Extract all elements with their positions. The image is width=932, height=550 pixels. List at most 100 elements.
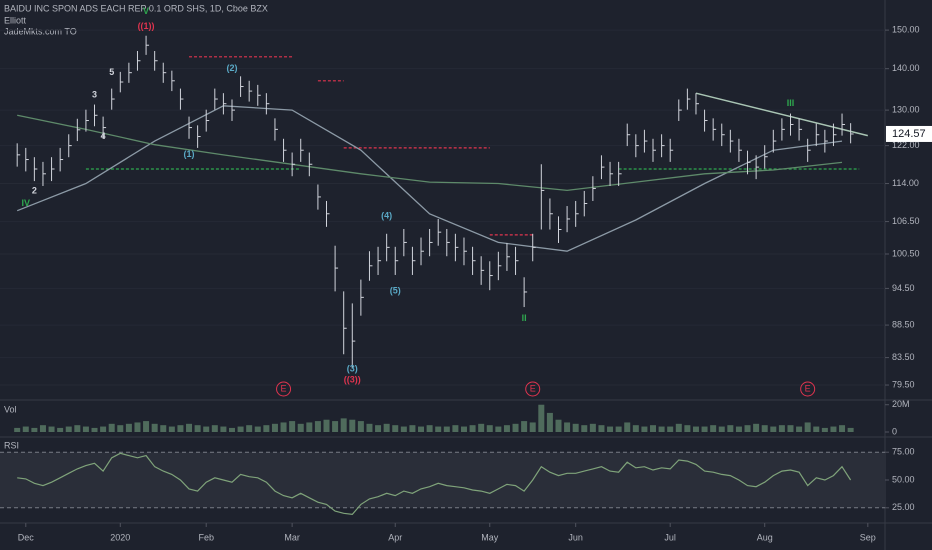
rsi-line	[17, 452, 852, 516]
earnings-label: E	[281, 383, 287, 393]
volume-bar	[589, 423, 596, 432]
volume-bar	[246, 425, 253, 432]
volume-bar	[151, 423, 158, 432]
volume-bar	[735, 426, 742, 432]
volume-bar	[692, 426, 699, 432]
x-tick-label: Sep	[860, 532, 876, 542]
volume-bar	[271, 423, 278, 432]
volume-bar	[400, 426, 407, 432]
last-price-box	[886, 125, 932, 142]
volume-bar	[675, 423, 682, 432]
volume-bar	[254, 426, 261, 432]
y-tick-label: 114.00	[892, 178, 919, 188]
x-tick-label: 2020	[110, 532, 130, 542]
earnings-label: E	[805, 383, 811, 393]
volume-bar	[409, 425, 416, 432]
moving-average	[17, 114, 843, 192]
volume-bar	[804, 422, 811, 432]
y-tick-label: 75.00	[892, 447, 915, 457]
volume-bar	[134, 422, 141, 432]
volume-bar	[512, 423, 519, 432]
volume-bar	[787, 425, 794, 432]
wave-label: (1)	[184, 149, 195, 159]
rsi-band	[0, 452, 885, 508]
wave-label: 5	[109, 67, 114, 77]
volume-bar	[14, 427, 21, 432]
volume-bar	[31, 427, 38, 432]
y-tick-label: 130.00	[892, 104, 920, 114]
volume-bar	[48, 426, 55, 432]
volume-bar	[435, 426, 442, 432]
y-tick-label: 50.00	[892, 474, 915, 484]
volume-bar	[194, 425, 201, 432]
volume-bar	[821, 427, 828, 432]
volume-bar	[383, 423, 390, 432]
volume-bar	[297, 423, 304, 432]
volume-bar	[452, 425, 459, 432]
volume-bar	[143, 421, 150, 432]
volume-bar	[632, 425, 639, 432]
volume-bar	[495, 426, 502, 432]
volume-bar	[744, 425, 751, 432]
volume-bar	[332, 421, 339, 432]
volume-bar	[100, 426, 107, 432]
wave-label: (4)	[381, 211, 392, 221]
volume-bar	[658, 426, 665, 432]
volume-bar	[220, 426, 227, 432]
volume-bar	[847, 427, 854, 432]
x-tick-label: May	[481, 532, 499, 542]
wave-label: 2	[32, 185, 37, 195]
volume-bar	[426, 425, 433, 432]
volume-bar	[392, 425, 399, 432]
volume-bar	[546, 412, 553, 432]
volume-bar	[770, 426, 777, 432]
volume-bar	[117, 425, 124, 432]
volume-bar	[727, 425, 734, 432]
volume-bar	[761, 425, 768, 432]
volume-bar	[538, 404, 545, 432]
volume-bar	[91, 427, 98, 432]
volume-bar	[813, 426, 820, 432]
volume-bar	[796, 426, 803, 432]
volume-bar	[650, 425, 657, 432]
volume-bar	[529, 422, 536, 432]
volume-bar	[486, 425, 493, 432]
volume-bar	[74, 425, 81, 432]
x-tick-label: Jun	[568, 532, 583, 542]
wave-label: (5)	[390, 286, 401, 296]
wave-label: II	[522, 313, 527, 323]
x-tick-label: Mar	[284, 532, 300, 542]
volume-bar	[778, 425, 785, 432]
volume-bar	[22, 426, 29, 432]
y-tick-label: 150.00	[892, 24, 920, 34]
wave-label: (2)	[226, 63, 237, 73]
volume-bar	[701, 426, 708, 432]
y-tick-label: 100.50	[892, 248, 920, 258]
volume-bar	[624, 422, 631, 432]
volume-bar	[366, 423, 373, 432]
volume-bar	[615, 426, 622, 432]
y-tick-label: 88.50	[892, 319, 915, 329]
volume-bar	[177, 425, 184, 432]
volume-bar	[667, 426, 674, 432]
volume-bar	[753, 423, 760, 432]
earnings-marker	[800, 381, 816, 397]
volume-bar	[237, 426, 244, 432]
volume-bar	[57, 427, 64, 432]
volume-bar	[460, 426, 467, 432]
volume-bar	[306, 422, 313, 432]
volume-bar	[186, 423, 193, 432]
trend-line	[695, 92, 868, 137]
wave-label: 4	[101, 131, 106, 141]
y-tick-label: 20M	[892, 399, 910, 409]
y-tick-label: 122.00	[892, 140, 920, 150]
wave-label: (3)	[347, 363, 358, 373]
earnings-marker	[525, 381, 541, 397]
volume-bar	[469, 425, 476, 432]
volume-bar	[478, 423, 485, 432]
volume-bar	[340, 418, 347, 432]
x-tick-label: Aug	[757, 532, 773, 542]
chart-title: BAIDU INC SPON ADS EACH REP 0.1 ORD SHS,…	[4, 3, 268, 13]
volume-bar	[160, 425, 167, 432]
volume-bar	[607, 426, 614, 432]
